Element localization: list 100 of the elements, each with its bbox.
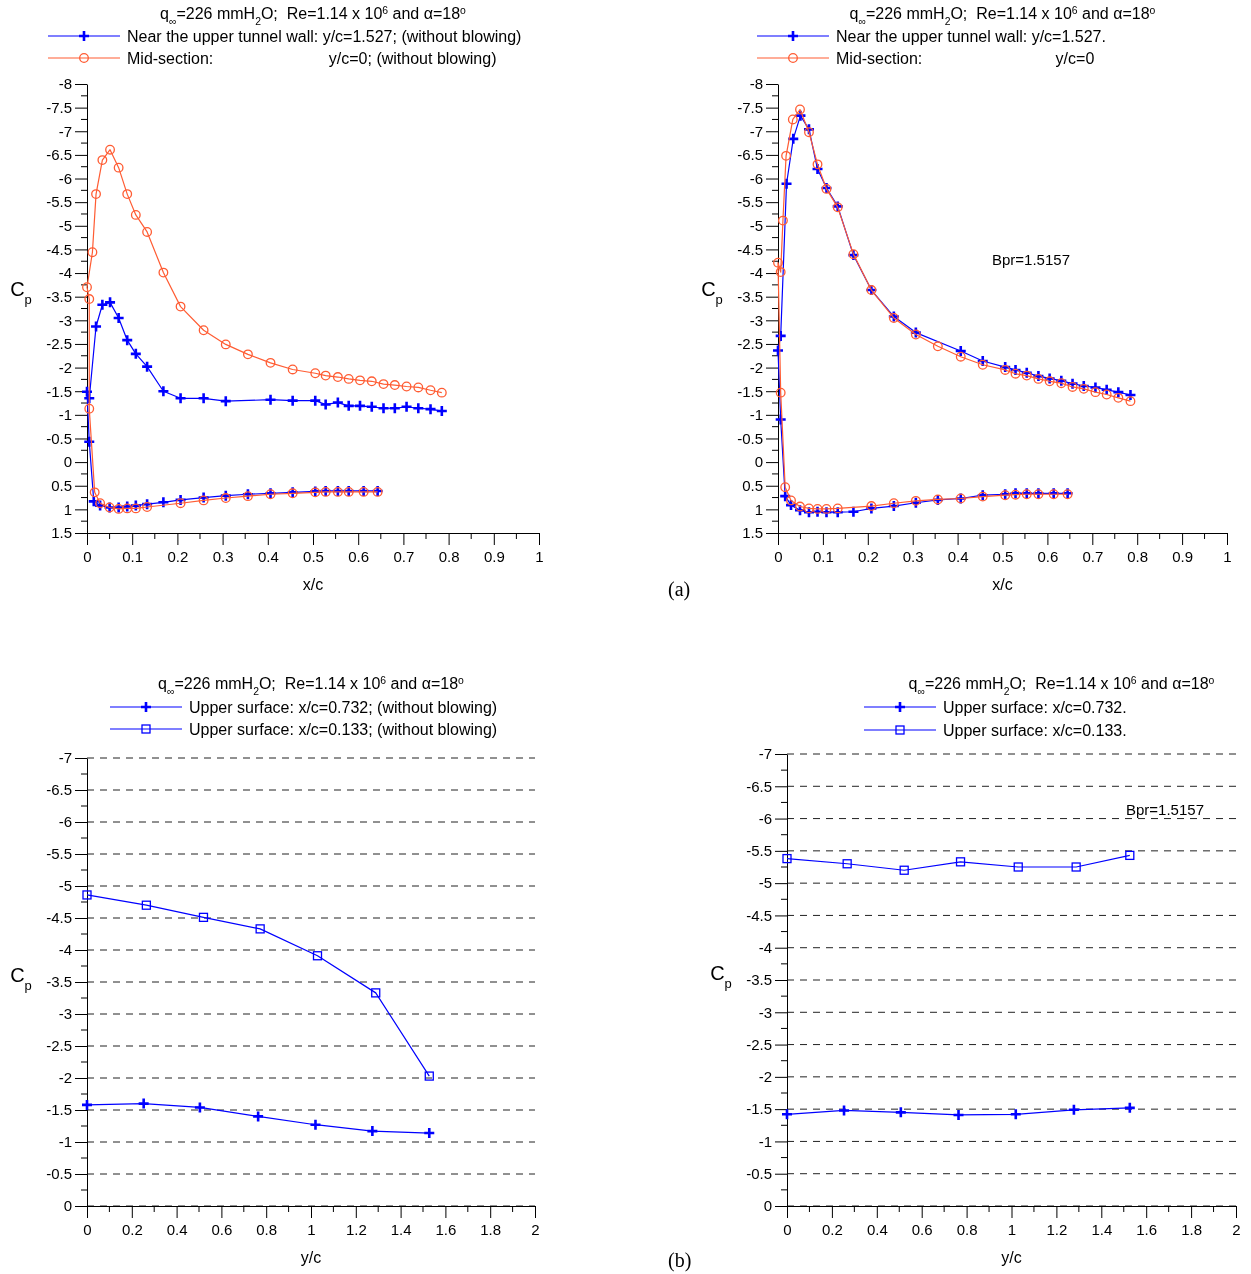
point [952, 1108, 965, 1122]
point [175, 498, 186, 509]
point [424, 402, 437, 416]
y-tick-label: -6.5 [46, 781, 72, 799]
point [103, 296, 117, 309]
x-axis-title: y/c [1001, 1249, 1022, 1266]
x-tick-label: 1 [307, 1220, 316, 1238]
point [312, 951, 323, 961]
point [82, 282, 92, 293]
x-tick-label: 1.6 [1136, 1220, 1158, 1238]
point [84, 294, 95, 304]
point [955, 351, 966, 362]
point [122, 189, 133, 200]
point [782, 853, 792, 864]
point [400, 400, 413, 414]
y-tick-label: -7 [758, 745, 772, 763]
point [1125, 850, 1135, 861]
y-tick-label: -3 [749, 311, 763, 329]
y-tick-label: -7 [58, 749, 72, 767]
y-tick-label: -1 [758, 1132, 772, 1150]
x-tick-label: 0.4 [257, 547, 279, 565]
point [366, 376, 377, 387]
x-tick-label: 0.2 [167, 547, 189, 565]
point [220, 339, 231, 350]
point [287, 364, 298, 375]
legend-label: Near the upper tunnel wall: y/c=1.527; (without blowing) [127, 27, 522, 45]
point [804, 127, 814, 138]
x-tick-label: 2 [1232, 1220, 1241, 1238]
point [821, 503, 832, 514]
legend-label: Upper surface: x/c=0.133; (without blowing) [189, 720, 498, 738]
point [894, 1106, 908, 1119]
x-tick-label: 0.7 [1082, 547, 1104, 565]
x-tick-label: 0.6 [348, 547, 370, 565]
x-tick-label: 0.3 [902, 547, 924, 565]
point [1071, 862, 1081, 872]
y-tick-label: -6 [749, 169, 763, 187]
point [286, 394, 299, 407]
point [1033, 373, 1044, 384]
point [140, 360, 154, 373]
x-tick-label: 1.4 [1091, 1220, 1113, 1238]
point [113, 162, 124, 173]
y-tick-label: 0 [63, 1197, 72, 1215]
point [786, 132, 800, 146]
point [773, 257, 783, 268]
point [366, 1124, 379, 1138]
y-tick-label: -5 [758, 874, 772, 892]
y-tick-label: -2.5 [46, 1037, 72, 1055]
point [310, 368, 321, 379]
point [1067, 382, 1078, 392]
y-tick-label: 1 [63, 500, 72, 518]
y-tick-label: -4 [58, 941, 72, 959]
x-tick-label: 0.8 [438, 547, 460, 565]
point [142, 226, 153, 237]
x-tick-label: 0.1 [812, 547, 834, 565]
point [320, 370, 331, 381]
point [353, 399, 367, 413]
y-tick-label: -4.5 [737, 240, 763, 258]
y-axis-title: C$_{p}$ [710, 962, 732, 991]
legend-label: Upper surface: x/c=0.732. [943, 698, 1127, 716]
point [777, 215, 788, 226]
x-tick-label: 1 [535, 547, 544, 565]
y-tick-label: -4 [758, 939, 772, 957]
x-tick-label: 0.5 [992, 547, 1014, 565]
x-tick-label: 1.2 [345, 1220, 367, 1238]
x-tick-label: 1 [1007, 1220, 1017, 1238]
y-tick-label: -0.5 [46, 1165, 72, 1183]
point [1113, 392, 1124, 403]
point [342, 399, 356, 413]
point [899, 865, 909, 875]
x-tick-label: 0.9 [1172, 547, 1194, 565]
point [413, 382, 424, 393]
point [175, 301, 186, 312]
point [82, 890, 92, 900]
y-tick-label: 1.5 [51, 524, 72, 542]
y-tick-label: -3 [758, 1003, 772, 1021]
point [1078, 383, 1089, 394]
point [174, 392, 187, 405]
point [371, 988, 381, 998]
point [1090, 387, 1101, 398]
point [157, 495, 170, 509]
legend-label: Mid-section: y/c=0 [836, 49, 1095, 67]
point [932, 341, 943, 352]
y-tick-label: -2.5 [46, 335, 72, 353]
y-tick-label: -1 [58, 406, 72, 424]
x-tick-label: 0.6 [1037, 547, 1059, 565]
y-tick-label: -6 [758, 809, 772, 827]
x-tick-label: 0.4 [866, 1220, 888, 1238]
point [389, 380, 400, 391]
legend-label: Upper surface: x/c=0.133. [943, 721, 1127, 739]
point [365, 400, 379, 414]
point [1067, 1103, 1081, 1117]
point [1010, 368, 1021, 379]
point [1101, 389, 1112, 400]
y-tick-label: -5 [749, 217, 763, 235]
point [198, 912, 209, 923]
point [804, 503, 814, 514]
point [1125, 396, 1136, 407]
point [130, 503, 141, 514]
point [96, 298, 109, 312]
point [89, 320, 103, 333]
